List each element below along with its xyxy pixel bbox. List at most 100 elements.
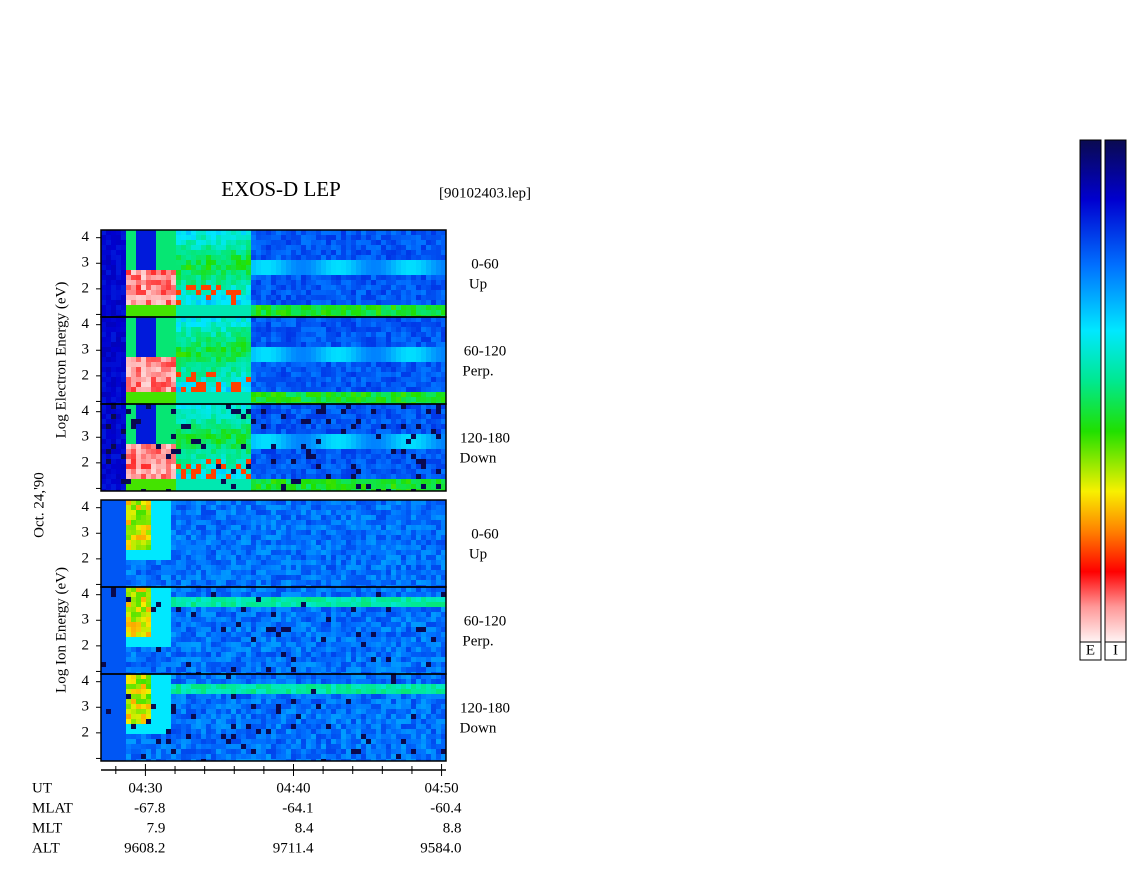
spectrogram-cell xyxy=(341,585,346,587)
spectrogram-cell xyxy=(416,555,421,560)
spectrogram-cell xyxy=(171,580,176,585)
spectrogram-cell xyxy=(336,255,341,260)
spectrogram-cell xyxy=(211,414,216,419)
spectrogram-cell xyxy=(336,520,341,525)
spectrogram-cell xyxy=(251,489,256,491)
spectrogram-cell xyxy=(336,474,341,479)
spectrogram-cell xyxy=(341,530,346,535)
spectrogram-cell xyxy=(101,580,106,585)
spectrogram-cell xyxy=(121,555,126,560)
spectrogram-cell xyxy=(296,520,301,525)
spectrogram-cell xyxy=(271,240,276,245)
spectrogram-cell xyxy=(146,540,151,545)
spectrogram-cell xyxy=(356,479,361,484)
spectrogram-cell xyxy=(421,580,426,585)
spectrogram-cell xyxy=(381,230,386,235)
spectrogram-cell xyxy=(196,489,201,491)
spectrogram-cell xyxy=(106,580,111,585)
spectrogram-cell xyxy=(321,409,326,414)
spectrogram-cell xyxy=(121,352,126,357)
spectrogram-cell xyxy=(166,500,171,505)
spectrogram-cell xyxy=(226,397,231,402)
spectrogram-cell xyxy=(116,454,121,459)
spectrogram-cell xyxy=(296,362,301,367)
spectrogram-cell xyxy=(131,327,136,332)
spectrogram-cell xyxy=(231,300,236,305)
spectrogram-cell xyxy=(291,469,296,474)
spectrogram-cell xyxy=(341,540,346,545)
spectrogram-cell xyxy=(156,250,161,255)
spectrogram-cell xyxy=(261,250,266,255)
spectrogram-cell xyxy=(221,337,226,342)
spectrogram-cell xyxy=(266,515,271,520)
spectrogram-cell xyxy=(411,419,416,424)
spectrogram-cell xyxy=(416,342,421,347)
spectrogram-cell xyxy=(196,285,201,290)
spectrogram-cell xyxy=(416,275,421,280)
spectrogram-cell xyxy=(261,459,266,464)
spectrogram-cell xyxy=(411,585,416,587)
spectrogram-cell xyxy=(421,315,426,317)
spectrogram-cell xyxy=(336,317,341,322)
spectrogram-cell xyxy=(206,510,211,515)
spectrogram-cell xyxy=(286,372,291,377)
spectrogram-cell xyxy=(116,500,121,505)
spectrogram-cell xyxy=(436,317,441,322)
spectrogram-cell xyxy=(311,434,316,439)
spectrogram-cell xyxy=(196,525,201,530)
spectrogram-cell xyxy=(111,464,116,469)
spectrogram-cell xyxy=(136,414,141,419)
spectrogram-cell xyxy=(436,424,441,429)
spectrogram-cell xyxy=(286,555,291,560)
spectrogram-cell xyxy=(401,322,406,327)
spectrogram-cell xyxy=(406,555,411,560)
spectrogram-cell xyxy=(286,240,291,245)
spectrogram-cell xyxy=(181,414,186,419)
spectrogram-cell xyxy=(156,352,161,357)
spectrogram-cell xyxy=(331,479,336,484)
spectrogram-cell xyxy=(436,489,441,491)
spectrogram-cell xyxy=(181,530,186,535)
spectrogram-cell xyxy=(236,322,241,327)
spectrogram-cell xyxy=(176,510,181,515)
spectrogram-cell xyxy=(266,444,271,449)
spectrogram-cell xyxy=(166,317,171,322)
spectrogram-cell xyxy=(276,337,281,342)
spectrogram-cell xyxy=(206,342,211,347)
spectrogram-cell xyxy=(436,342,441,347)
spectrogram-cell xyxy=(206,387,211,392)
spectrogram-cell xyxy=(301,240,306,245)
spectrogram-cell xyxy=(151,397,156,402)
spectrogram-cell xyxy=(101,315,106,317)
spectrogram-cell xyxy=(126,305,131,310)
spectrogram-cell xyxy=(396,315,401,317)
spectrogram-cell xyxy=(146,305,151,310)
spectrogram-cell xyxy=(211,429,216,434)
spectrogram-cell xyxy=(396,240,401,245)
spectrogram-cell xyxy=(246,459,251,464)
spectrogram-cell xyxy=(361,377,366,382)
spectrogram-cell xyxy=(116,464,121,469)
spectrogram-cell xyxy=(251,305,256,310)
spectrogram-cell xyxy=(421,530,426,535)
spectrogram-cell xyxy=(296,332,301,337)
spectrogram-cell xyxy=(346,397,351,402)
spectrogram-cell xyxy=(126,250,131,255)
spectrogram-cell xyxy=(396,454,401,459)
spectrogram-cell xyxy=(241,317,246,322)
spectrogram-cell xyxy=(121,469,126,474)
spectrogram-cell xyxy=(416,317,421,322)
spectrogram-cell xyxy=(101,230,106,235)
spectrogram-cell xyxy=(436,270,441,275)
spectrogram-cell xyxy=(161,489,166,491)
spectrogram-cell xyxy=(131,372,136,377)
spectrogram-cell xyxy=(201,295,206,300)
spectrogram-cell xyxy=(151,300,156,305)
spectrogram-cell xyxy=(301,439,306,444)
spectrogram-cell xyxy=(141,515,146,520)
spectrogram-cell xyxy=(256,397,261,402)
spectrogram-cell xyxy=(246,230,251,235)
spectrogram-cell xyxy=(231,322,236,327)
spectrogram-cell xyxy=(306,555,311,560)
spectrogram-cell xyxy=(411,500,416,505)
